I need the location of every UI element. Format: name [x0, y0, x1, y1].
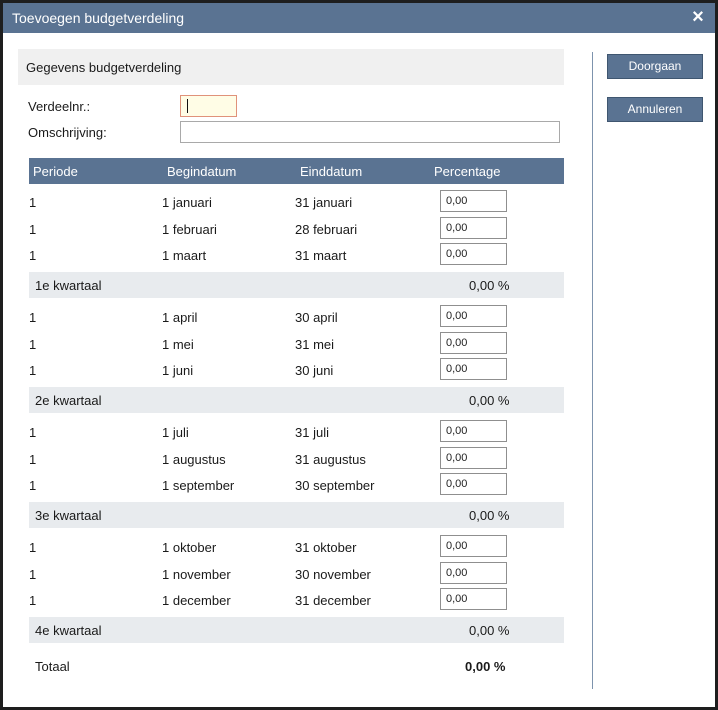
einddatum-cell: 31 januari: [295, 195, 353, 210]
omschrijving-input[interactable]: [180, 121, 560, 143]
einddatum-cell: 31 oktober: [295, 540, 357, 555]
periode-cell: 1: [29, 425, 37, 440]
percentage-input[interactable]: 0,00: [440, 217, 507, 239]
table-row: 1 1 juni 30 juni 0,00: [29, 357, 564, 383]
table-row: 1 1 mei 31 mei 0,00: [29, 331, 564, 357]
percentage-input[interactable]: 0,00: [440, 358, 507, 380]
percentage-input[interactable]: 0,00: [440, 535, 507, 557]
einddatum-cell: 30 april: [295, 310, 338, 325]
percentage-input[interactable]: 0,00: [440, 305, 507, 327]
periode-cell: 1: [29, 222, 37, 237]
continue-button[interactable]: Doorgaan: [607, 54, 703, 79]
periode-cell: 1: [29, 337, 37, 352]
periode-cell: 1: [29, 567, 37, 582]
periode-cell: 1: [29, 478, 37, 493]
periode-cell: 1: [29, 363, 37, 378]
table-row: 1 1 maart 31 maart 0,00: [29, 242, 564, 268]
vertical-divider: [592, 52, 593, 689]
table-row: 1 1 februari 28 februari 0,00: [29, 216, 564, 242]
periode-cell: 1: [29, 593, 37, 608]
dialog-title: Toevoegen budgetverdeling: [12, 10, 185, 26]
quarter-row: 4e kwartaal 0,00 %: [29, 617, 564, 643]
begindatum-cell: 1 augustus: [162, 452, 226, 467]
percentage-input[interactable]: 0,00: [440, 447, 507, 469]
quarter-row: 1e kwartaal 0,00 %: [29, 272, 564, 298]
begindatum-cell: 1 januari: [162, 195, 212, 210]
quarter-value: 0,00 %: [469, 508, 510, 523]
einddatum-cell: 31 mei: [295, 337, 335, 352]
header-einddatum: Einddatum: [300, 164, 363, 179]
percentage-input[interactable]: 0,00: [440, 420, 507, 442]
percentage-input[interactable]: 0,00: [440, 243, 507, 265]
begindatum-cell: 1 november: [162, 567, 231, 582]
quarter-label: 3e kwartaal: [35, 508, 102, 523]
cancel-button[interactable]: Annuleren: [607, 97, 703, 122]
begindatum-cell: 1 september: [162, 478, 235, 493]
section-title: Gegevens budgetverdeling: [26, 60, 182, 75]
einddatum-cell: 30 september: [295, 478, 375, 493]
quarter-value: 0,00 %: [469, 278, 510, 293]
begindatum-cell: 1 februari: [162, 222, 217, 237]
table-header: Periode Begindatum Einddatum Percentage: [29, 158, 564, 184]
table-row: 1 1 april 30 april 0,00: [29, 304, 564, 330]
percentage-input[interactable]: 0,00: [440, 190, 507, 212]
quarter-label: 1e kwartaal: [35, 278, 102, 293]
einddatum-cell: 31 december: [295, 593, 371, 608]
periode-cell: 1: [29, 540, 37, 555]
quarter-row: 3e kwartaal 0,00 %: [29, 502, 564, 528]
periode-cell: 1: [29, 452, 37, 467]
total-row: Totaal 0,00 %: [29, 653, 564, 679]
einddatum-cell: 31 juli: [295, 425, 329, 440]
quarter-row: 2e kwartaal 0,00 %: [29, 387, 564, 413]
table-row: 1 1 juli 31 juli 0,00: [29, 419, 564, 445]
quarter-label: 4e kwartaal: [35, 623, 102, 638]
einddatum-cell: 31 maart: [295, 248, 347, 263]
begindatum-cell: 1 december: [162, 593, 231, 608]
table-row: 1 1 augustus 31 augustus 0,00: [29, 446, 564, 472]
omschrijving-label: Omschrijving:: [28, 125, 107, 140]
periode-cell: 1: [29, 248, 37, 263]
table-row: 1 1 januari 31 januari 0,00: [29, 189, 564, 215]
header-percentage: Percentage: [434, 164, 501, 179]
einddatum-cell: 28 februari: [295, 222, 358, 237]
begindatum-cell: 1 april: [162, 310, 198, 325]
percentage-input[interactable]: 0,00: [440, 562, 507, 584]
einddatum-cell: 31 augustus: [295, 452, 366, 467]
periode-cell: 1: [29, 310, 37, 325]
total-value: 0,00 %: [465, 659, 506, 674]
percentage-input[interactable]: 0,00: [440, 332, 507, 354]
text-caret: [187, 99, 188, 113]
percentage-input[interactable]: 0,00: [440, 588, 507, 610]
quarter-value: 0,00 %: [469, 623, 510, 638]
table-row: 1 1 december 31 december 0,00: [29, 587, 564, 613]
percentage-input[interactable]: 0,00: [440, 473, 507, 495]
verdeelnr-input[interactable]: [180, 95, 237, 117]
table-row: 1 1 oktober 31 oktober 0,00: [29, 534, 564, 560]
einddatum-cell: 30 juni: [295, 363, 334, 378]
begindatum-cell: 1 oktober: [162, 540, 217, 555]
section-header: Gegevens budgetverdeling: [18, 49, 564, 85]
begindatum-cell: 1 juni: [162, 363, 194, 378]
close-icon[interactable]: ×: [692, 6, 704, 28]
begindatum-cell: 1 juli: [162, 425, 189, 440]
dialog-titlebar: Toevoegen budgetverdeling ×: [3, 3, 715, 33]
total-label: Totaal: [35, 659, 70, 674]
header-periode: Periode: [33, 164, 78, 179]
table-row: 1 1 november 30 november 0,00: [29, 561, 564, 587]
quarter-label: 2e kwartaal: [35, 393, 102, 408]
table-row: 1 1 september 30 september 0,00: [29, 472, 564, 498]
begindatum-cell: 1 maart: [162, 248, 207, 263]
verdeelnr-label: Verdeelnr.:: [28, 99, 91, 114]
begindatum-cell: 1 mei: [162, 337, 194, 352]
periode-cell: 1: [29, 195, 37, 210]
einddatum-cell: 30 november: [295, 567, 371, 582]
quarter-value: 0,00 %: [469, 393, 510, 408]
header-begindatum: Begindatum: [167, 164, 237, 179]
